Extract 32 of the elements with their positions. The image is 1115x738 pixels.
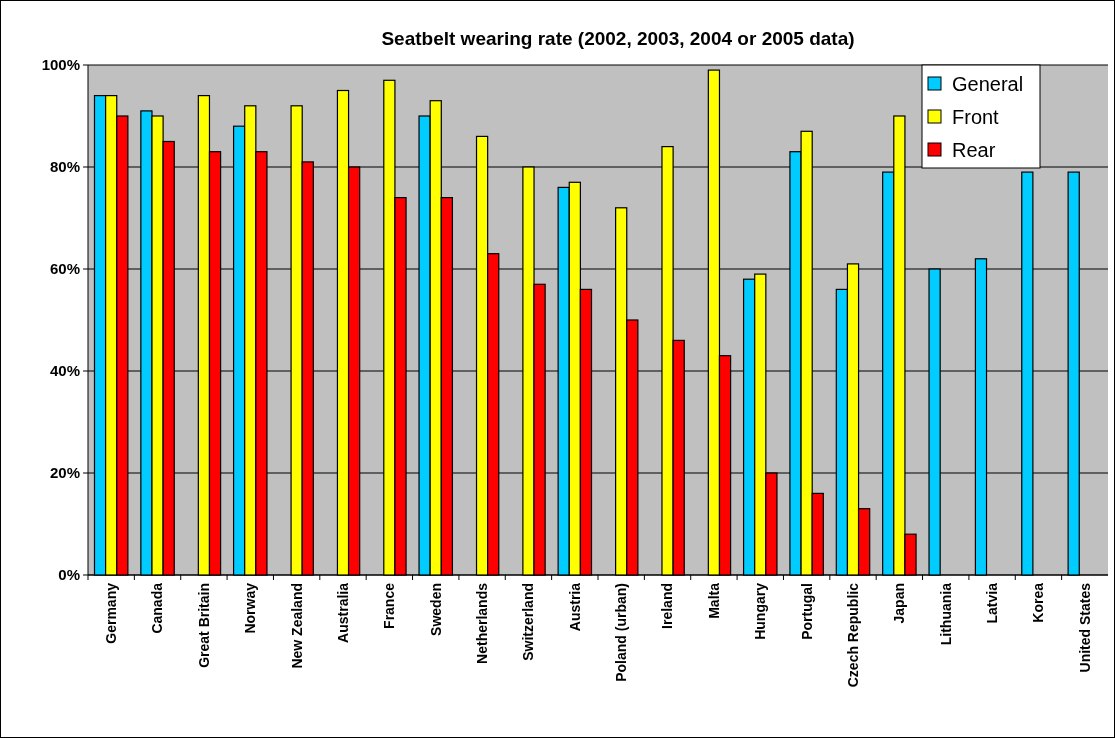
x-tick-label: Great Britain (195, 583, 212, 668)
x-tick-label: New Zealand (288, 583, 305, 669)
x-tick-label: Ireland (659, 583, 676, 629)
x-tick-label: Canada (149, 582, 166, 634)
x-tick-label: Portugal (798, 583, 815, 640)
x-tick-label: Latvia (983, 582, 1000, 624)
x-tick-label: Japan (891, 583, 908, 624)
x-tick-label: Sweden (427, 583, 444, 636)
x-tick-label: Australia (334, 582, 351, 643)
x-tick-label: Switzerland (520, 583, 537, 661)
chart-title: Seatbelt wearing rate (2002, 2003, 2004 or 2005 data) (381, 28, 855, 49)
y-tick-label: 0% (58, 566, 80, 584)
y-tick-label: 60% (49, 260, 80, 278)
x-tick-label: Germany (103, 582, 120, 644)
x-tick-label: United States (1076, 582, 1093, 673)
x-tick-label: France (381, 582, 398, 629)
x-tick-label: Hungary (752, 582, 769, 640)
legend-label: General (952, 73, 1024, 95)
x-tick-label: Norway (242, 582, 259, 634)
y-tick-label: 80% (49, 158, 80, 176)
x-tick-label: Malta (705, 582, 722, 619)
legend-label: Front (952, 106, 1000, 128)
x-tick-label: Korea (1030, 582, 1047, 623)
x-tick-label: Netherlands (473, 582, 490, 664)
x-tick-label: Poland (urban) (613, 583, 630, 682)
x-tick-label: Austria (566, 582, 583, 632)
x-tick-label: Czech Republic (844, 582, 861, 688)
y-tick-label: 20% (49, 464, 80, 482)
y-tick-label: 100% (41, 56, 80, 74)
legend-label: Rear (952, 139, 996, 161)
x-tick-label: Lithuania (937, 582, 954, 646)
y-tick-label: 40% (49, 362, 80, 380)
